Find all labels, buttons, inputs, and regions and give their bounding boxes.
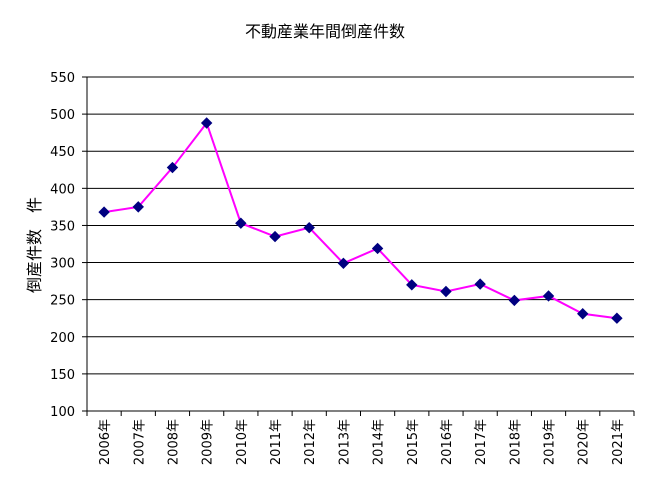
data-point	[337, 257, 350, 270]
y-tick-label: 400	[50, 182, 75, 197]
y-tick-label: 500	[50, 108, 75, 123]
x-tick-label: 2007年	[132, 419, 147, 465]
y-tick-label: 300	[50, 257, 75, 272]
data-point	[98, 206, 110, 218]
axes	[82, 76, 635, 416]
y-tick-label: 100	[50, 405, 75, 420]
y-axis-label: 倒産件数 件	[25, 197, 44, 293]
chart-title: 不動産業年間倒産件数	[245, 22, 405, 41]
data-point	[577, 308, 589, 320]
y-tick-label: 550	[50, 71, 75, 86]
y-tick-label: 350	[50, 219, 75, 234]
y-tick-label: 250	[50, 294, 75, 309]
data-point	[508, 294, 521, 307]
y-tick-labels: 100 150 200 250 300 350 400 450 500 550	[50, 71, 75, 420]
x-tick-label: 2016年	[440, 419, 455, 465]
x-tick-label: 2011年	[269, 419, 284, 465]
data-point	[235, 217, 247, 229]
series	[98, 117, 623, 324]
data-point	[303, 221, 315, 234]
data-point	[611, 312, 623, 324]
x-tick-label: 2017年	[474, 419, 489, 465]
data-point	[200, 117, 213, 129]
x-tick-label: 2015年	[406, 419, 421, 465]
data-point	[406, 279, 418, 291]
x-tick-label: 2014年	[372, 419, 387, 465]
x-tick-label: 2018年	[508, 419, 523, 465]
x-tick-label: 2013年	[337, 419, 352, 465]
y-tick-label: 150	[50, 368, 75, 383]
data-point	[440, 285, 452, 298]
series-line	[103, 120, 618, 320]
data-point	[371, 242, 384, 255]
x-tick-label: 2010年	[235, 419, 250, 465]
y-tick-label: 450	[50, 145, 75, 160]
x-tick-label: 2019年	[543, 419, 558, 465]
x-tick-label: 2021年	[611, 419, 626, 465]
data-point	[166, 161, 179, 174]
x-tick-labels: 2006年 2007年 2008年 2009年 2010年 2011年 2012年 2013年…	[98, 419, 626, 465]
x-tick-label: 2009年	[201, 419, 216, 465]
y-tick-label: 200	[50, 331, 75, 346]
data-point	[542, 290, 555, 302]
data-point	[132, 201, 144, 213]
x-tick-label: 2006年	[98, 419, 113, 465]
x-tick-label: 2020年	[577, 419, 592, 465]
data-point	[474, 278, 486, 290]
x-tick-label: 2012年	[303, 419, 318, 465]
x-tick-label: 2008年	[166, 419, 181, 465]
gridlines	[87, 76, 634, 375]
data-point	[269, 230, 281, 243]
